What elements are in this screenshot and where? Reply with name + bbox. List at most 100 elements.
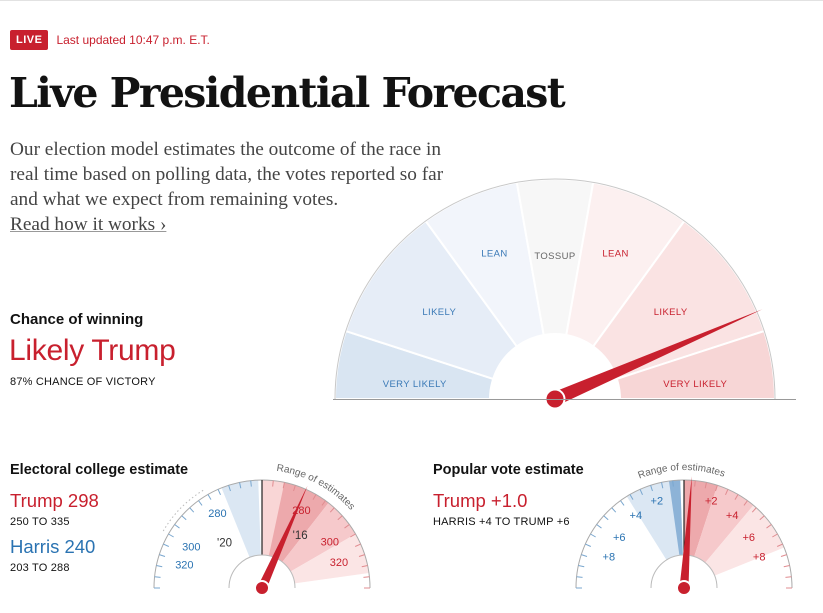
ec-trump-band-2 <box>282 502 356 572</box>
ec-marker-2020: '20 <box>217 537 232 549</box>
pv-tick <box>734 494 739 500</box>
ec-tick-label-dem: 300 <box>182 541 200 553</box>
ec-hub-cut <box>228 554 296 589</box>
gauge-label-3: TOSSUP <box>534 251 575 262</box>
pv-range-label: Range of estimates <box>637 462 727 481</box>
ec-tick-label-dem: 280 <box>208 508 226 520</box>
win-probability-gauge: VERY LIKELY LIKELY LEAN TOSSUP LEAN LIKELY VER… <box>333 178 777 410</box>
ec-tick <box>350 533 356 538</box>
pv-tick <box>611 507 617 513</box>
ec-tick <box>168 533 174 538</box>
pv-trump-band-light <box>705 505 785 576</box>
ec-tick <box>312 494 317 500</box>
pv-tick <box>603 515 609 521</box>
pv-tick <box>590 533 596 538</box>
pv-tick <box>585 543 592 547</box>
chance-value: Likely Trump <box>9 334 176 367</box>
pv-tick <box>785 576 792 578</box>
last-updated: Last updated 10:47 p.m. E.T. <box>56 33 210 47</box>
pv-tick-label-rep: +4 <box>726 510 739 522</box>
pv-tick-label-rep: +2 <box>705 495 718 507</box>
ec-tick-label-rep: 320 <box>330 557 348 569</box>
popular-title: Popular vote estimate <box>433 462 584 478</box>
electoral-trump: Trump 298 <box>10 490 99 511</box>
pv-tick <box>576 576 583 578</box>
pv-tick <box>672 480 674 487</box>
ec-tick <box>159 554 166 557</box>
pv-needle <box>679 476 692 589</box>
pv-tick <box>629 494 634 500</box>
chance-label: Chance of winning <box>10 311 144 328</box>
ec-harris-likely-band <box>221 480 261 558</box>
electoral-title: Electoral college estimate <box>10 462 189 478</box>
pv-tick-label-rep: +6 <box>742 532 755 544</box>
pv-tick <box>743 500 748 506</box>
pv-tick <box>704 482 707 489</box>
gauge-needle <box>552 309 763 406</box>
ec-tick <box>207 494 212 500</box>
pv-tick <box>783 565 790 568</box>
live-badge: LIVE <box>10 30 49 50</box>
ec-tick-label-dem: 320 <box>175 560 193 572</box>
gauge-label-1: LIKELY <box>422 307 456 318</box>
pv-tick <box>650 485 653 492</box>
ec-tick <box>272 480 274 487</box>
page-title: Live Presidential Forecast <box>9 69 566 117</box>
ec-tick <box>363 576 370 578</box>
ec-tick <box>181 515 187 521</box>
ec-tick <box>358 554 365 557</box>
ec-trump-band-3 <box>290 534 369 584</box>
electoral-harris-range: 203 TO 288 <box>10 562 70 574</box>
pv-tick <box>694 480 696 487</box>
pv-tick <box>639 489 643 496</box>
pv-tick-label-dem: +8 <box>603 552 616 564</box>
ec-tick <box>337 515 343 521</box>
ec-marker-2016: '16 <box>293 530 308 542</box>
pv-needle-hub <box>676 580 692 596</box>
top-divider <box>0 0 823 1</box>
pv-tick <box>780 554 787 557</box>
ec-needle-hub <box>254 580 270 596</box>
pv-tick <box>581 554 588 557</box>
pv-tick <box>596 524 602 529</box>
ec-tick <box>344 524 350 529</box>
pv-tick <box>725 489 729 496</box>
pv-trump-core <box>684 480 718 557</box>
ec-tick <box>198 500 203 506</box>
popular-trump: Trump +1.0 <box>433 490 528 511</box>
ec-tick <box>329 507 335 513</box>
pv-tick-label-dem: +4 <box>630 510 643 522</box>
ec-tick <box>321 500 326 506</box>
ec-tick <box>174 524 180 529</box>
ec-tick <box>217 489 221 496</box>
ec-tick <box>163 543 170 547</box>
gauge-label-4: LEAN <box>602 248 628 259</box>
pv-tick <box>715 485 718 492</box>
pv-harris-core <box>668 480 683 556</box>
pv-tick-label-dem: +6 <box>613 532 626 544</box>
popular-range: HARRIS +4 TO TRUMP +6 <box>433 516 570 528</box>
ec-tick <box>282 482 285 489</box>
gauge-label-6: VERY LIKELY <box>663 379 727 390</box>
pv-tick <box>776 543 783 547</box>
ec-tick <box>156 565 163 568</box>
intro-text: Our election model estimates the outcome… <box>10 139 444 210</box>
pv-tick <box>766 524 772 529</box>
pv-tick <box>578 565 585 568</box>
ec-range-dots <box>162 488 206 532</box>
gauge-label-0: VERY LIKELY <box>383 379 447 390</box>
read-how-it-works-link[interactable]: Read how it works › <box>10 214 167 235</box>
pv-trump-band <box>694 485 754 563</box>
pv-tick <box>620 500 625 506</box>
gauge-outline <box>334 178 776 400</box>
ec-tick <box>250 480 252 487</box>
ec-tick <box>154 576 161 578</box>
pv-harris-band <box>626 480 683 561</box>
electoral-trump-range: 250 TO 335 <box>10 516 70 528</box>
ec-tick <box>293 485 296 492</box>
pv-tick <box>751 507 757 513</box>
pv-tick-label-rep: +8 <box>753 552 766 564</box>
electoral-harris: Harris 240 <box>10 536 96 557</box>
